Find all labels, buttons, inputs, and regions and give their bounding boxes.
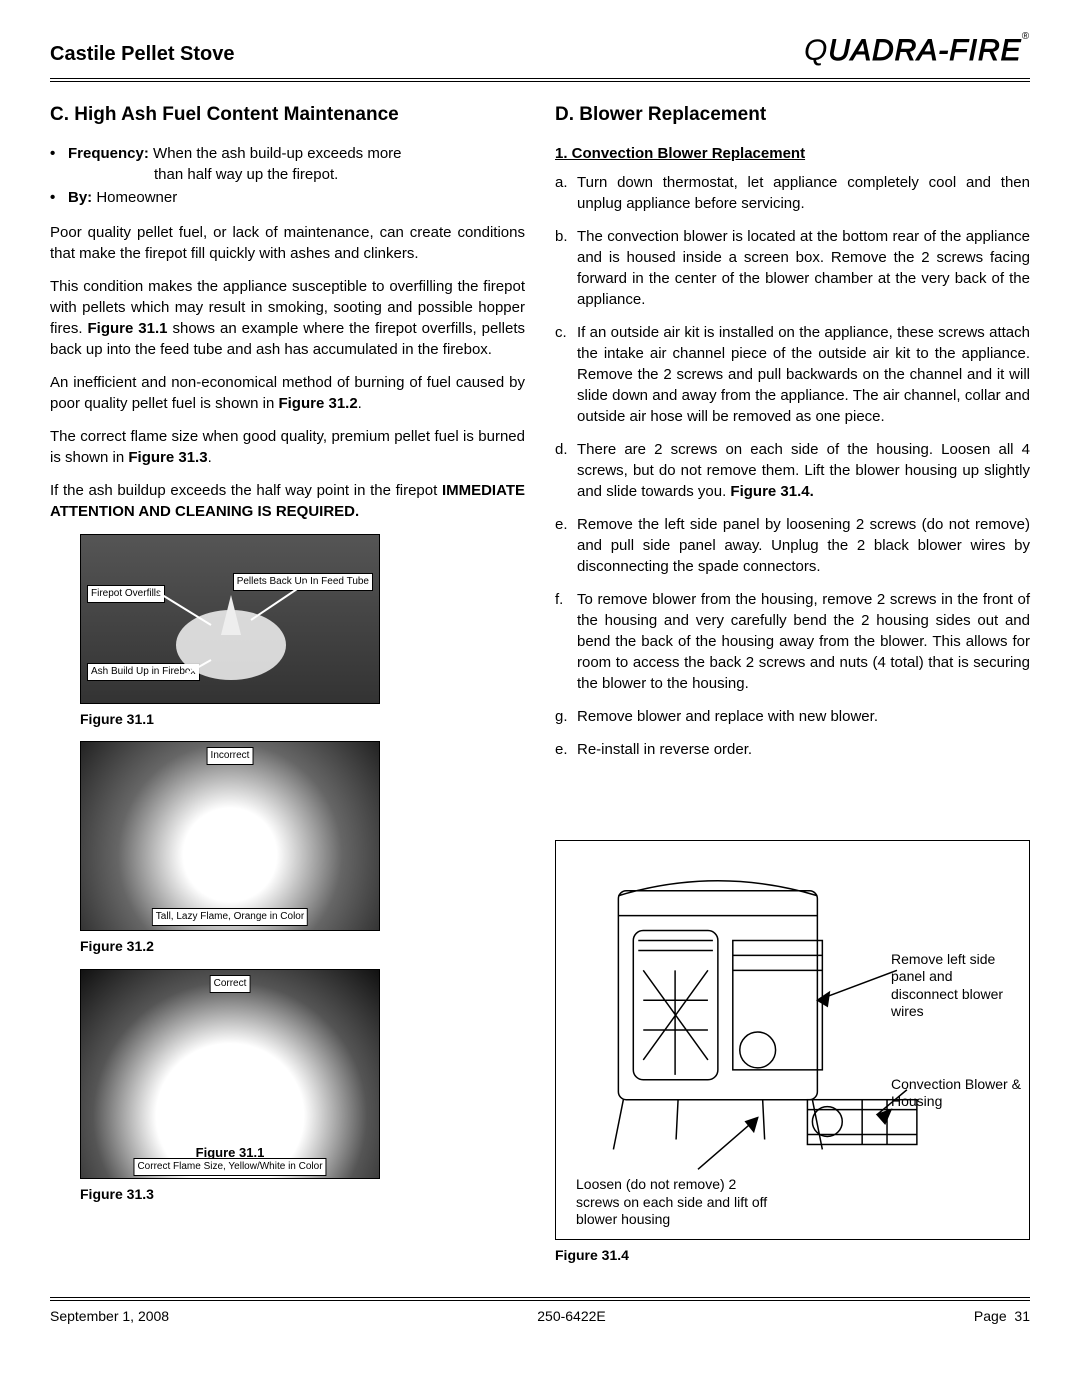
annot-screws: Loosen (do not remove) 2 screws on each … [576,1176,776,1229]
step-g: g.Remove blower and replace with new blo… [555,706,1030,727]
section-c-heading: C. High Ash Fuel Content Maintenance [50,102,525,129]
annot-left-panel: Remove left side panel and disconnect bl… [891,951,1021,1021]
subsection-heading: 1. Convection Blower Replacement [555,143,1030,164]
annot-blower: Convection Blower & Housing [891,1076,1021,1111]
fig3-tag: Correct [210,975,251,993]
page-footer: September 1, 2008 250-6422E Page 31 [50,1297,1030,1327]
para-1: Poor quality pellet fuel, or lack of mai… [50,222,525,264]
step-e: e.Remove the left side panel by loosenin… [555,514,1030,577]
fig3-caption: Figure 31.3 [80,1185,525,1205]
para-4: The correct flame size when good quality… [50,426,525,468]
content-columns: C. High Ash Fuel Content Maintenance Fre… [50,102,1030,1277]
steps-list: a.Turn down thermostat, let appliance co… [555,172,1030,760]
figure-31-3: Correct Figure 31.1 Correct Flame Size, … [80,969,380,1179]
step-a: a.Turn down thermostat, let appliance co… [555,172,1030,214]
para-2: This condition makes the appliance susce… [50,276,525,360]
fig2-tag: Incorrect [207,747,254,765]
frequency-item: Frequency: When the ash build-up exceeds… [68,143,525,185]
step-f: f.To remove blower from the housing, rem… [555,589,1030,694]
brand-logo: QUADRA-FIRE® [804,30,1030,72]
para-5: If the ash buildup exceeds the half way … [50,480,525,522]
step-b: b.The convection blower is located at th… [555,226,1030,310]
fig2-caption: Figure 31.2 [80,937,525,957]
page-header: Castile Pellet Stove QUADRA-FIRE® [50,30,1030,82]
fig3-desc: Correct Flame Size, Yellow/White in Colo… [133,1158,326,1176]
figure-31-4: Remove left side panel and disconnect bl… [555,840,1030,1240]
left-column: C. High Ash Fuel Content Maintenance Fre… [50,102,525,1277]
fig2-desc: Tall, Lazy Flame, Orange in Color [152,908,308,926]
footer-docnum: 250-6422E [537,1307,606,1327]
para-3: An inefficient and non-economical method… [50,372,525,414]
step-e2: e.Re-install in reverse order. [555,739,1030,760]
footer-page: Page 31 [974,1307,1030,1327]
step-d: d.There are 2 screws on each side of the… [555,439,1030,502]
figure-31-2: Incorrect Tall, Lazy Flame, Orange in Co… [80,741,380,931]
product-title: Castile Pellet Stove [50,40,235,68]
right-column: D. Blower Replacement 1. Convection Blow… [555,102,1030,1277]
fig4-caption: Figure 31.4 [555,1246,1030,1266]
by-item: By: Homeowner [68,187,525,208]
section-d-heading: D. Blower Replacement [555,102,1030,129]
footer-date: September 1, 2008 [50,1307,169,1327]
figure-31-1: Firepot Overfills Pellets Back Up In Fee… [80,534,380,704]
maintenance-meta: Frequency: When the ash build-up exceeds… [68,143,525,208]
fig1-flames-icon [81,535,380,704]
step-c: c.If an outside air kit is installed on … [555,322,1030,427]
fig1-caption: Figure 31.1 [80,710,525,730]
